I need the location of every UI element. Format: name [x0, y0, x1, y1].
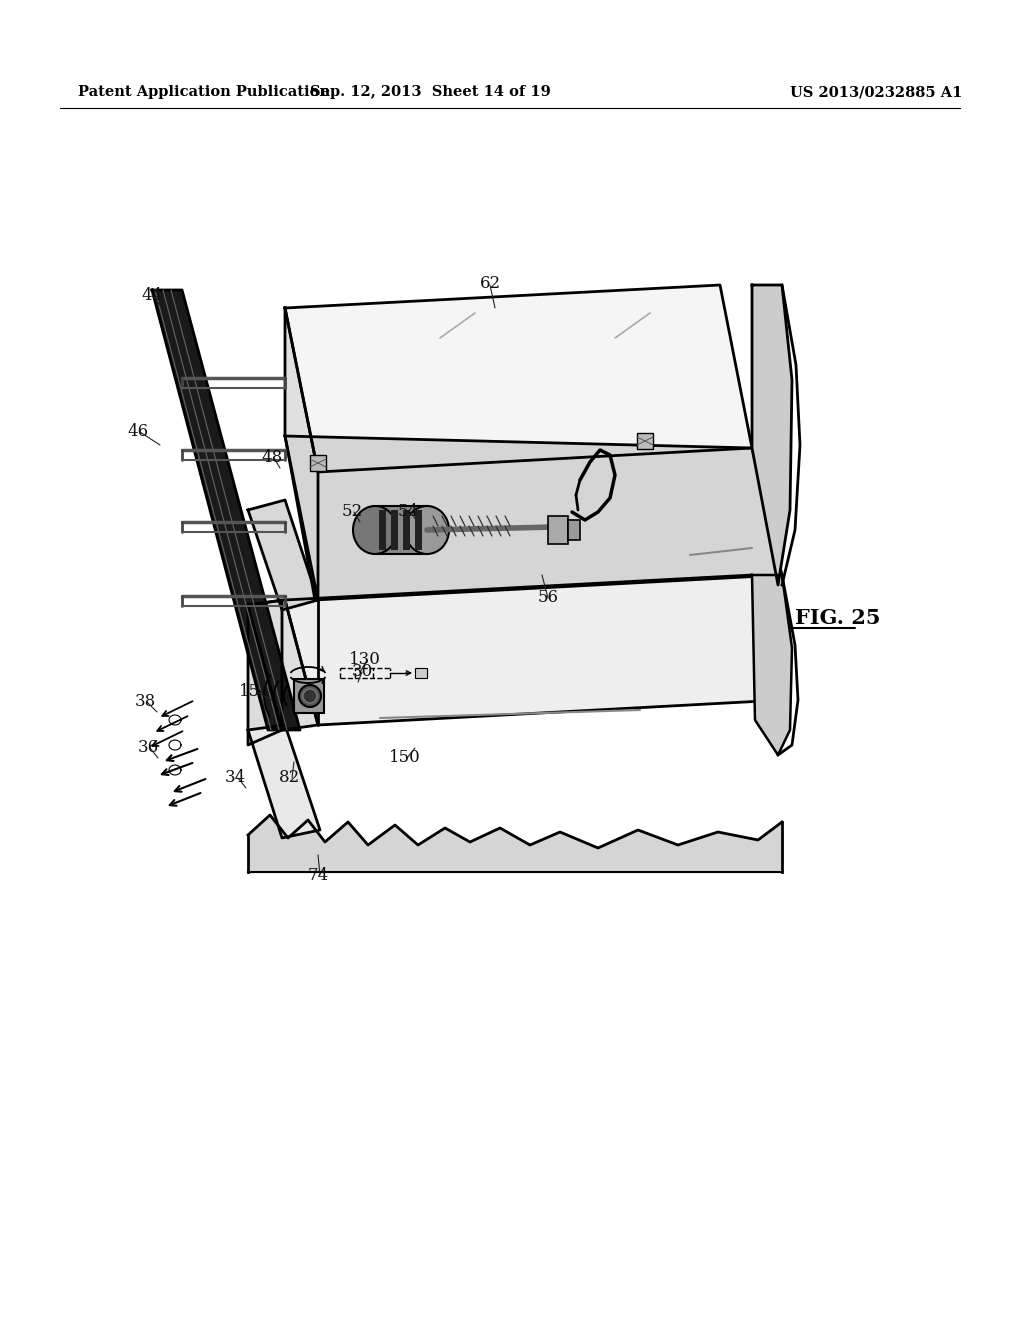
Text: US 2013/0232885 A1: US 2013/0232885 A1 [790, 84, 963, 99]
Polygon shape [285, 308, 318, 601]
Text: 54: 54 [397, 503, 419, 520]
Text: Patent Application Publication: Patent Application Publication [78, 84, 330, 99]
Bar [375, 506, 427, 554]
Text: 34: 34 [224, 770, 246, 787]
Text: FIG. 25: FIG. 25 [795, 609, 881, 628]
Text: 154: 154 [240, 684, 271, 701]
Ellipse shape [406, 506, 449, 554]
Polygon shape [752, 285, 792, 585]
Polygon shape [248, 725, 319, 838]
Polygon shape [285, 576, 782, 725]
Bar [379, 510, 386, 550]
Text: 48: 48 [261, 450, 283, 466]
Bar [294, 678, 324, 713]
Bar [415, 668, 427, 678]
Polygon shape [248, 500, 318, 610]
Text: 82: 82 [280, 770, 301, 787]
Bar [548, 516, 568, 544]
Text: 52: 52 [341, 503, 362, 520]
Bar [391, 510, 398, 550]
Text: 36: 36 [137, 739, 159, 756]
Polygon shape [248, 601, 282, 744]
Polygon shape [285, 285, 752, 473]
Polygon shape [752, 576, 792, 755]
Text: 44: 44 [141, 286, 163, 304]
Bar [403, 510, 410, 550]
Text: 62: 62 [479, 275, 501, 292]
Bar [568, 520, 580, 540]
Polygon shape [152, 290, 300, 730]
Text: 56: 56 [538, 590, 558, 606]
Text: 74: 74 [307, 866, 329, 883]
Text: 46: 46 [127, 424, 148, 441]
Circle shape [299, 685, 321, 708]
Polygon shape [248, 601, 318, 730]
Text: 150: 150 [389, 750, 421, 767]
Bar [310, 455, 326, 471]
Ellipse shape [353, 506, 397, 554]
Text: 30: 30 [351, 664, 373, 681]
Text: 130: 130 [349, 652, 381, 668]
Bar [637, 433, 653, 449]
Circle shape [303, 689, 317, 704]
Text: 38: 38 [134, 693, 156, 710]
Text: Sep. 12, 2013  Sheet 14 of 19: Sep. 12, 2013 Sheet 14 of 19 [309, 84, 550, 99]
Polygon shape [285, 436, 782, 601]
Bar [415, 510, 422, 550]
